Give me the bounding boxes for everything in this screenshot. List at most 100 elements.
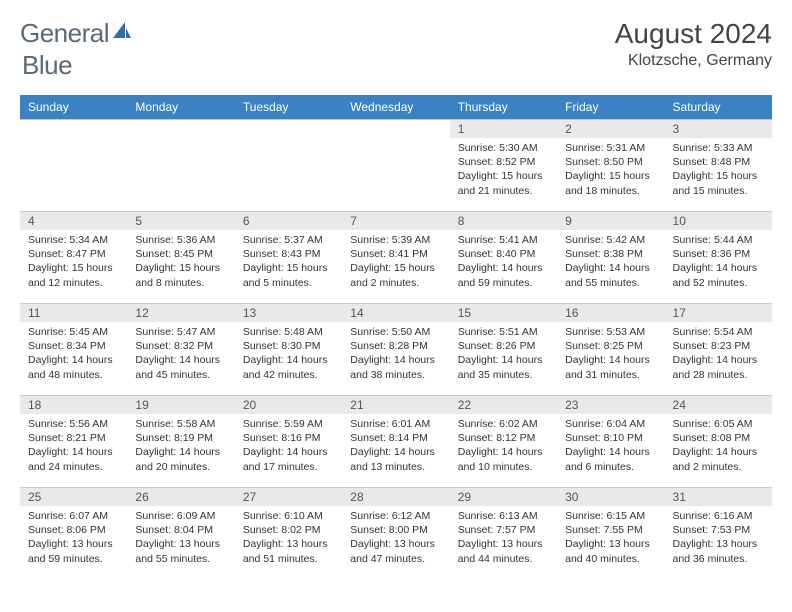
day-content: Sunrise: 5:54 AMSunset: 8:23 PMDaylight:… xyxy=(665,322,772,388)
day-content: Sunrise: 5:59 AMSunset: 8:16 PMDaylight:… xyxy=(235,414,342,480)
month-title: August 2024 xyxy=(615,18,772,50)
day-content: Sunrise: 5:33 AMSunset: 8:48 PMDaylight:… xyxy=(665,138,772,204)
calendar-cell: 24Sunrise: 6:05 AMSunset: 8:08 PMDayligh… xyxy=(665,396,772,488)
day-content: Sunrise: 5:30 AMSunset: 8:52 PMDaylight:… xyxy=(450,138,557,204)
weekday-header: Friday xyxy=(557,95,664,120)
day-number: 1 xyxy=(450,120,557,138)
day-content: Sunrise: 5:37 AMSunset: 8:43 PMDaylight:… xyxy=(235,230,342,296)
day-content: Sunrise: 6:10 AMSunset: 8:02 PMDaylight:… xyxy=(235,506,342,572)
weekday-header: Saturday xyxy=(665,95,772,120)
day-content: Sunrise: 6:02 AMSunset: 8:12 PMDaylight:… xyxy=(450,414,557,480)
day-number: 6 xyxy=(235,212,342,230)
day-content: Sunrise: 5:51 AMSunset: 8:26 PMDaylight:… xyxy=(450,322,557,388)
calendar-row: 18Sunrise: 5:56 AMSunset: 8:21 PMDayligh… xyxy=(20,396,772,488)
day-number: 26 xyxy=(127,488,234,506)
day-number: 21 xyxy=(342,396,449,414)
calendar-body: 1Sunrise: 5:30 AMSunset: 8:52 PMDaylight… xyxy=(20,120,772,580)
day-number: 31 xyxy=(665,488,772,506)
day-number: 28 xyxy=(342,488,449,506)
calendar-cell: 14Sunrise: 5:50 AMSunset: 8:28 PMDayligh… xyxy=(342,304,449,396)
weekday-header: Tuesday xyxy=(235,95,342,120)
day-number: 22 xyxy=(450,396,557,414)
logo: General xyxy=(20,18,135,49)
weekday-header: Wednesday xyxy=(342,95,449,120)
calendar-cell: 3Sunrise: 5:33 AMSunset: 8:48 PMDaylight… xyxy=(665,120,772,212)
calendar-cell: 4Sunrise: 5:34 AMSunset: 8:47 PMDaylight… xyxy=(20,212,127,304)
calendar-cell: 2Sunrise: 5:31 AMSunset: 8:50 PMDaylight… xyxy=(557,120,664,212)
day-content: Sunrise: 5:53 AMSunset: 8:25 PMDaylight:… xyxy=(557,322,664,388)
day-content: Sunrise: 5:47 AMSunset: 8:32 PMDaylight:… xyxy=(127,322,234,388)
day-number: 5 xyxy=(127,212,234,230)
day-content: Sunrise: 6:09 AMSunset: 8:04 PMDaylight:… xyxy=(127,506,234,572)
calendar-cell xyxy=(127,120,234,212)
weekday-header: Monday xyxy=(127,95,234,120)
calendar-cell: 19Sunrise: 5:58 AMSunset: 8:19 PMDayligh… xyxy=(127,396,234,488)
calendar-row: 4Sunrise: 5:34 AMSunset: 8:47 PMDaylight… xyxy=(20,212,772,304)
day-content: Sunrise: 5:41 AMSunset: 8:40 PMDaylight:… xyxy=(450,230,557,296)
calendar-cell xyxy=(20,120,127,212)
day-number: 23 xyxy=(557,396,664,414)
calendar-row: 1Sunrise: 5:30 AMSunset: 8:52 PMDaylight… xyxy=(20,120,772,212)
calendar-cell xyxy=(342,120,449,212)
calendar-cell: 6Sunrise: 5:37 AMSunset: 8:43 PMDaylight… xyxy=(235,212,342,304)
calendar-cell: 10Sunrise: 5:44 AMSunset: 8:36 PMDayligh… xyxy=(665,212,772,304)
day-number: 25 xyxy=(20,488,127,506)
calendar-cell: 9Sunrise: 5:42 AMSunset: 8:38 PMDaylight… xyxy=(557,212,664,304)
day-number: 29 xyxy=(450,488,557,506)
weekday-header: Thursday xyxy=(450,95,557,120)
day-number: 7 xyxy=(342,212,449,230)
day-content: Sunrise: 5:48 AMSunset: 8:30 PMDaylight:… xyxy=(235,322,342,388)
calendar-cell xyxy=(235,120,342,212)
day-content: Sunrise: 6:01 AMSunset: 8:14 PMDaylight:… xyxy=(342,414,449,480)
day-number: 19 xyxy=(127,396,234,414)
calendar-cell: 20Sunrise: 5:59 AMSunset: 8:16 PMDayligh… xyxy=(235,396,342,488)
day-number: 12 xyxy=(127,304,234,322)
day-number: 8 xyxy=(450,212,557,230)
calendar-cell: 23Sunrise: 6:04 AMSunset: 8:10 PMDayligh… xyxy=(557,396,664,488)
sail-icon xyxy=(111,20,133,47)
calendar-cell: 12Sunrise: 5:47 AMSunset: 8:32 PMDayligh… xyxy=(127,304,234,396)
day-content: Sunrise: 5:58 AMSunset: 8:19 PMDaylight:… xyxy=(127,414,234,480)
day-number: 17 xyxy=(665,304,772,322)
day-content: Sunrise: 6:04 AMSunset: 8:10 PMDaylight:… xyxy=(557,414,664,480)
calendar-cell: 7Sunrise: 5:39 AMSunset: 8:41 PMDaylight… xyxy=(342,212,449,304)
location: Klotzsche, Germany xyxy=(615,52,772,70)
calendar-table: SundayMondayTuesdayWednesdayThursdayFrid… xyxy=(20,95,772,580)
calendar-row: 25Sunrise: 6:07 AMSunset: 8:06 PMDayligh… xyxy=(20,488,772,580)
calendar-cell: 8Sunrise: 5:41 AMSunset: 8:40 PMDaylight… xyxy=(450,212,557,304)
weekday-header: Sunday xyxy=(20,95,127,120)
calendar-row: 11Sunrise: 5:45 AMSunset: 8:34 PMDayligh… xyxy=(20,304,772,396)
day-content: Sunrise: 5:36 AMSunset: 8:45 PMDaylight:… xyxy=(127,230,234,296)
day-number: 2 xyxy=(557,120,664,138)
calendar-cell: 11Sunrise: 5:45 AMSunset: 8:34 PMDayligh… xyxy=(20,304,127,396)
calendar-cell: 16Sunrise: 5:53 AMSunset: 8:25 PMDayligh… xyxy=(557,304,664,396)
logo-text-blue: Blue xyxy=(22,50,72,80)
day-content: Sunrise: 6:13 AMSunset: 7:57 PMDaylight:… xyxy=(450,506,557,572)
day-number: 11 xyxy=(20,304,127,322)
logo-text-general: General xyxy=(20,18,109,49)
day-number: 4 xyxy=(20,212,127,230)
day-content: Sunrise: 5:50 AMSunset: 8:28 PMDaylight:… xyxy=(342,322,449,388)
day-content: Sunrise: 6:15 AMSunset: 7:55 PMDaylight:… xyxy=(557,506,664,572)
day-number: 14 xyxy=(342,304,449,322)
day-content: Sunrise: 5:34 AMSunset: 8:47 PMDaylight:… xyxy=(20,230,127,296)
calendar-cell: 1Sunrise: 5:30 AMSunset: 8:52 PMDaylight… xyxy=(450,120,557,212)
day-number: 27 xyxy=(235,488,342,506)
calendar-cell: 30Sunrise: 6:15 AMSunset: 7:55 PMDayligh… xyxy=(557,488,664,580)
calendar-cell: 21Sunrise: 6:01 AMSunset: 8:14 PMDayligh… xyxy=(342,396,449,488)
day-number: 30 xyxy=(557,488,664,506)
calendar-cell: 22Sunrise: 6:02 AMSunset: 8:12 PMDayligh… xyxy=(450,396,557,488)
calendar-cell: 29Sunrise: 6:13 AMSunset: 7:57 PMDayligh… xyxy=(450,488,557,580)
calendar-cell: 5Sunrise: 5:36 AMSunset: 8:45 PMDaylight… xyxy=(127,212,234,304)
day-number: 13 xyxy=(235,304,342,322)
calendar-cell: 13Sunrise: 5:48 AMSunset: 8:30 PMDayligh… xyxy=(235,304,342,396)
day-number: 18 xyxy=(20,396,127,414)
day-content: Sunrise: 5:45 AMSunset: 8:34 PMDaylight:… xyxy=(20,322,127,388)
day-number: 10 xyxy=(665,212,772,230)
day-content: Sunrise: 5:31 AMSunset: 8:50 PMDaylight:… xyxy=(557,138,664,204)
day-number: 15 xyxy=(450,304,557,322)
day-content: Sunrise: 5:42 AMSunset: 8:38 PMDaylight:… xyxy=(557,230,664,296)
day-number: 16 xyxy=(557,304,664,322)
day-number: 20 xyxy=(235,396,342,414)
day-content: Sunrise: 6:12 AMSunset: 8:00 PMDaylight:… xyxy=(342,506,449,572)
